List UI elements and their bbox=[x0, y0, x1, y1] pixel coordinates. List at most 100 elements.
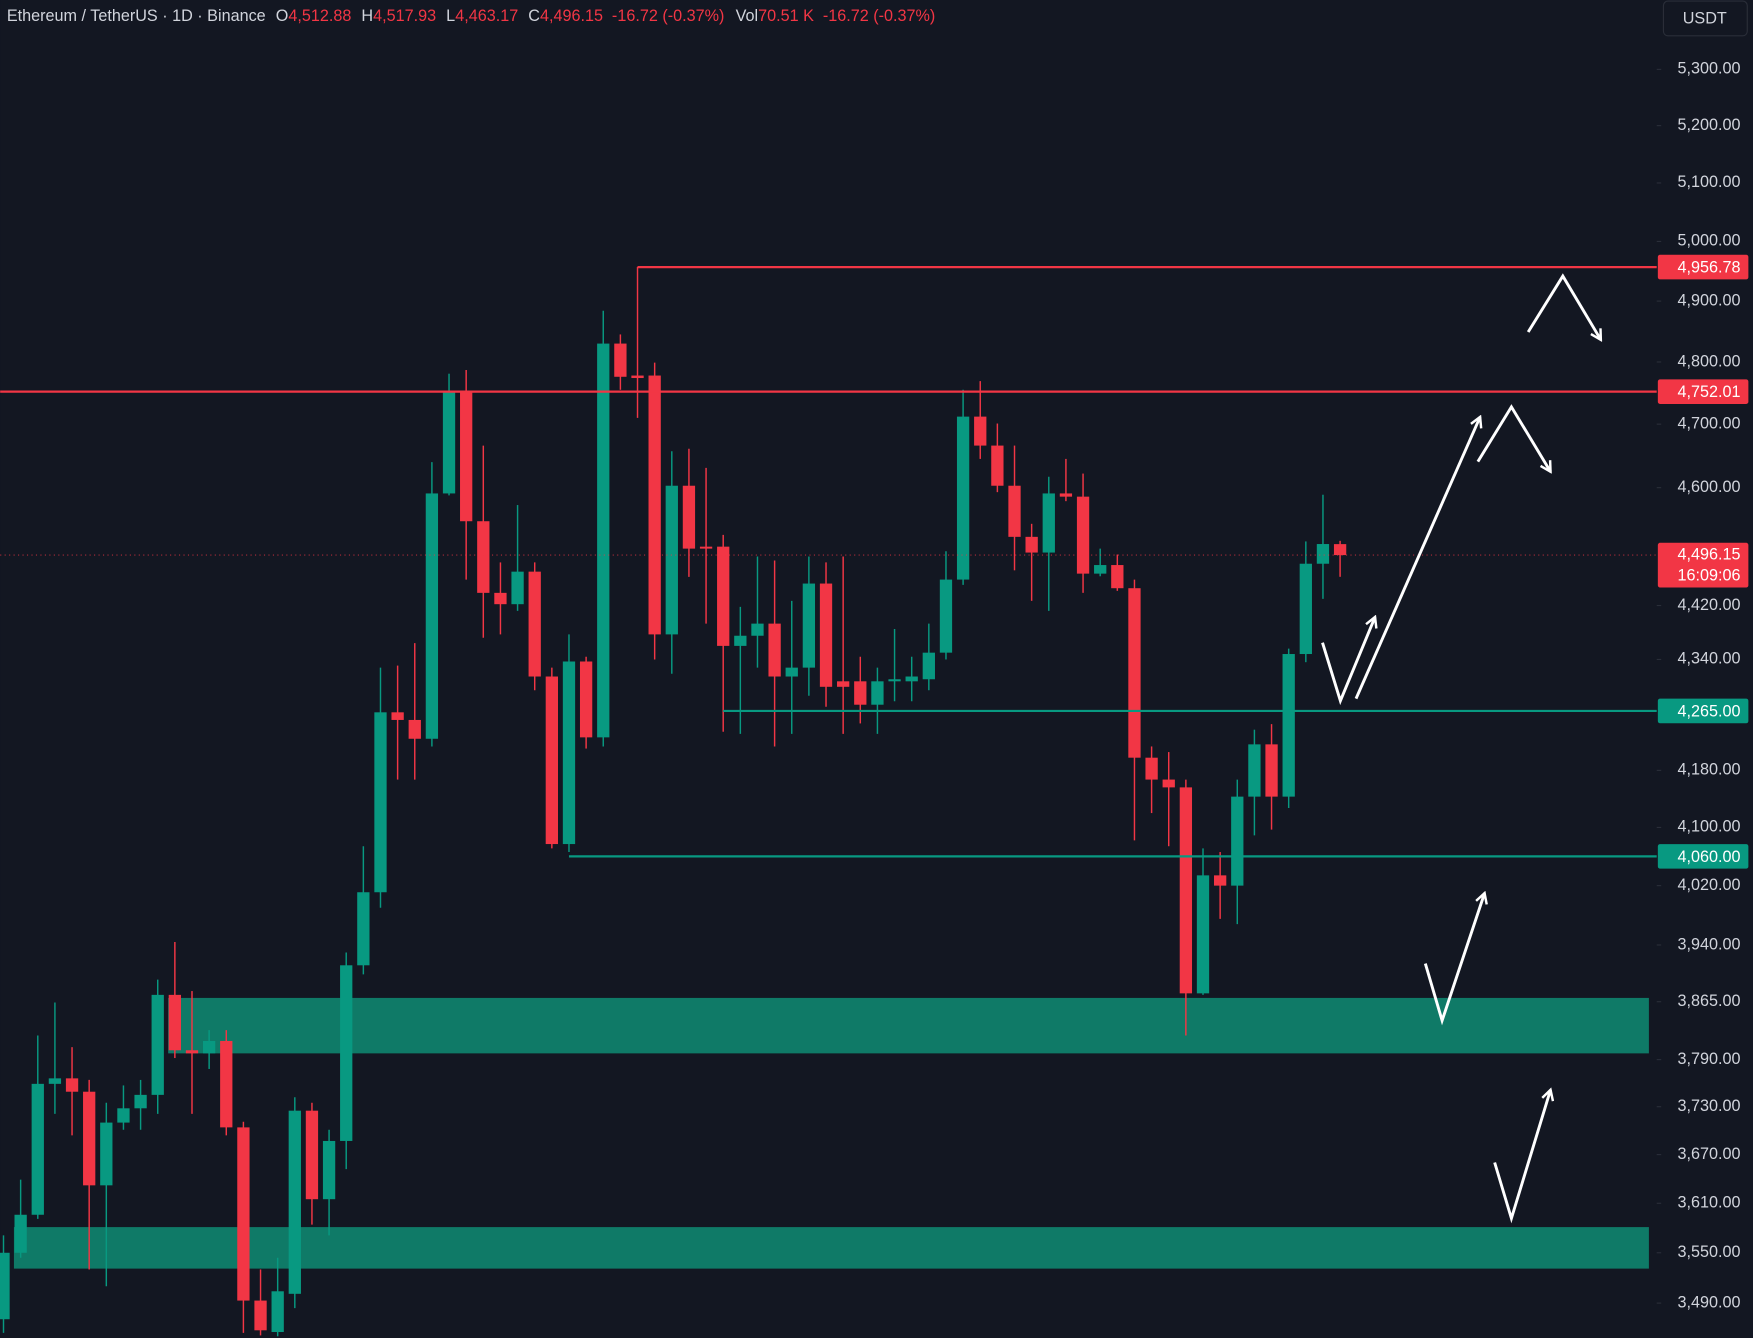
candle-body bbox=[271, 1291, 284, 1333]
candle-body bbox=[220, 1040, 233, 1128]
y-tick-label: 4,180.00 bbox=[1678, 761, 1741, 779]
candle-body bbox=[460, 392, 473, 522]
candle-body bbox=[802, 583, 816, 668]
y-tick-label: 3,610.00 bbox=[1678, 1194, 1741, 1212]
candle-body bbox=[768, 623, 781, 677]
y-tick-label: 3,670.00 bbox=[1678, 1145, 1741, 1163]
ohlc-value: 4,517.93 bbox=[373, 7, 436, 25]
y-tick-label: 4,420.00 bbox=[1678, 596, 1741, 614]
candle-body bbox=[322, 1140, 336, 1200]
volume-change: -16.72 (-0.37%) bbox=[823, 7, 935, 25]
volume-value: 70.51 K bbox=[758, 7, 814, 25]
arrow bbox=[1354, 417, 1480, 700]
candle-body bbox=[905, 676, 918, 682]
candle-body bbox=[134, 1094, 147, 1109]
y-tick-label: 4,020.00 bbox=[1678, 876, 1741, 894]
y-tick-label: 4,100.00 bbox=[1678, 818, 1741, 836]
candle-body bbox=[100, 1122, 113, 1186]
y-tick-label: 5,300.00 bbox=[1678, 60, 1741, 78]
change: -16.72 (-0.37%) bbox=[612, 7, 724, 25]
candle-body bbox=[1316, 544, 1330, 564]
candle-body bbox=[699, 546, 713, 549]
candle-body bbox=[1008, 485, 1021, 537]
last-price-box bbox=[1657, 542, 1749, 588]
y-tick-label: 5,000.00 bbox=[1678, 232, 1741, 250]
candle-body bbox=[151, 994, 164, 1095]
candle-body bbox=[1059, 493, 1073, 497]
candle-body bbox=[682, 485, 696, 549]
candle-body bbox=[854, 681, 867, 705]
ohlc-key: C bbox=[528, 7, 540, 25]
y-tick-label: 3,790.00 bbox=[1678, 1050, 1741, 1068]
candle-body bbox=[340, 965, 353, 1141]
candle-body bbox=[477, 521, 490, 593]
candle-body bbox=[14, 1214, 27, 1253]
candle-body bbox=[1179, 787, 1193, 994]
y-tick-label: 3,865.00 bbox=[1678, 992, 1741, 1010]
candle-body bbox=[1094, 565, 1107, 574]
candle-body bbox=[83, 1091, 96, 1186]
candle-body bbox=[31, 1083, 44, 1215]
arrow bbox=[1526, 273, 1601, 340]
level-label-box bbox=[1657, 379, 1749, 404]
candle-body bbox=[631, 375, 644, 379]
level-label-box bbox=[1657, 844, 1749, 869]
candle-body bbox=[991, 445, 1004, 486]
last-price-label: 4,496.15 bbox=[1678, 545, 1741, 563]
candle-body bbox=[545, 676, 558, 845]
arrow bbox=[1476, 404, 1551, 472]
candle-body bbox=[562, 661, 576, 845]
currency-button[interactable] bbox=[1662, 0, 1748, 37]
candle-body bbox=[974, 416, 987, 446]
y-tick-label: 4,600.00 bbox=[1678, 478, 1741, 496]
ohlc-value: 4,496.15 bbox=[540, 7, 603, 25]
candle-body bbox=[579, 661, 593, 738]
candle-body bbox=[237, 1127, 250, 1301]
candle-body bbox=[1111, 565, 1124, 589]
ohlc-key: H bbox=[361, 7, 373, 25]
y-tick-label: 3,550.00 bbox=[1678, 1243, 1741, 1261]
candle-body bbox=[511, 571, 524, 605]
candle-body bbox=[117, 1108, 130, 1123]
countdown-label: 16:09:06 bbox=[1678, 567, 1741, 585]
ohlc-value: 4,463.17 bbox=[455, 7, 518, 25]
level-label: 4,060.00 bbox=[1678, 848, 1741, 866]
plot-area bbox=[0, 265, 1657, 1337]
y-tick-label: 4,340.00 bbox=[1678, 650, 1741, 668]
candle-body bbox=[1076, 496, 1090, 574]
candle-body bbox=[1145, 757, 1158, 780]
candle-body bbox=[305, 1110, 319, 1200]
candle-body bbox=[614, 343, 627, 377]
candle-body bbox=[1231, 796, 1244, 886]
candle-body bbox=[837, 681, 850, 687]
level-label: 4,956.78 bbox=[1678, 258, 1741, 276]
candle-body bbox=[665, 485, 678, 635]
ohlc-key: L bbox=[446, 7, 455, 25]
support-zone bbox=[168, 997, 1649, 1054]
y-tick-label: 5,100.00 bbox=[1678, 173, 1741, 191]
candle-body bbox=[1025, 536, 1038, 553]
ohlc-value: 4,512.88 bbox=[288, 7, 351, 25]
support-zone bbox=[13, 1227, 1649, 1269]
candle-body bbox=[65, 1078, 79, 1092]
candle-body bbox=[1248, 744, 1261, 797]
candle-body bbox=[528, 571, 541, 677]
candle-body bbox=[185, 1050, 199, 1054]
candle-body bbox=[1299, 563, 1312, 655]
candle-body bbox=[717, 546, 730, 646]
y-tick-label: 4,800.00 bbox=[1678, 352, 1741, 370]
candle-body bbox=[1042, 493, 1055, 553]
currency-label[interactable]: USDT bbox=[1683, 9, 1727, 27]
candle-body bbox=[425, 493, 439, 739]
candle-body bbox=[819, 583, 833, 687]
level-label: 4,265.00 bbox=[1678, 702, 1741, 720]
arrow bbox=[1321, 617, 1376, 706]
ohlc-key: O bbox=[276, 7, 289, 25]
candle-body bbox=[494, 592, 507, 605]
candle-body bbox=[48, 1078, 62, 1084]
candle-body bbox=[939, 579, 953, 653]
candle-body bbox=[288, 1110, 301, 1294]
candle-body bbox=[751, 623, 764, 636]
level-label-box bbox=[1657, 254, 1749, 280]
